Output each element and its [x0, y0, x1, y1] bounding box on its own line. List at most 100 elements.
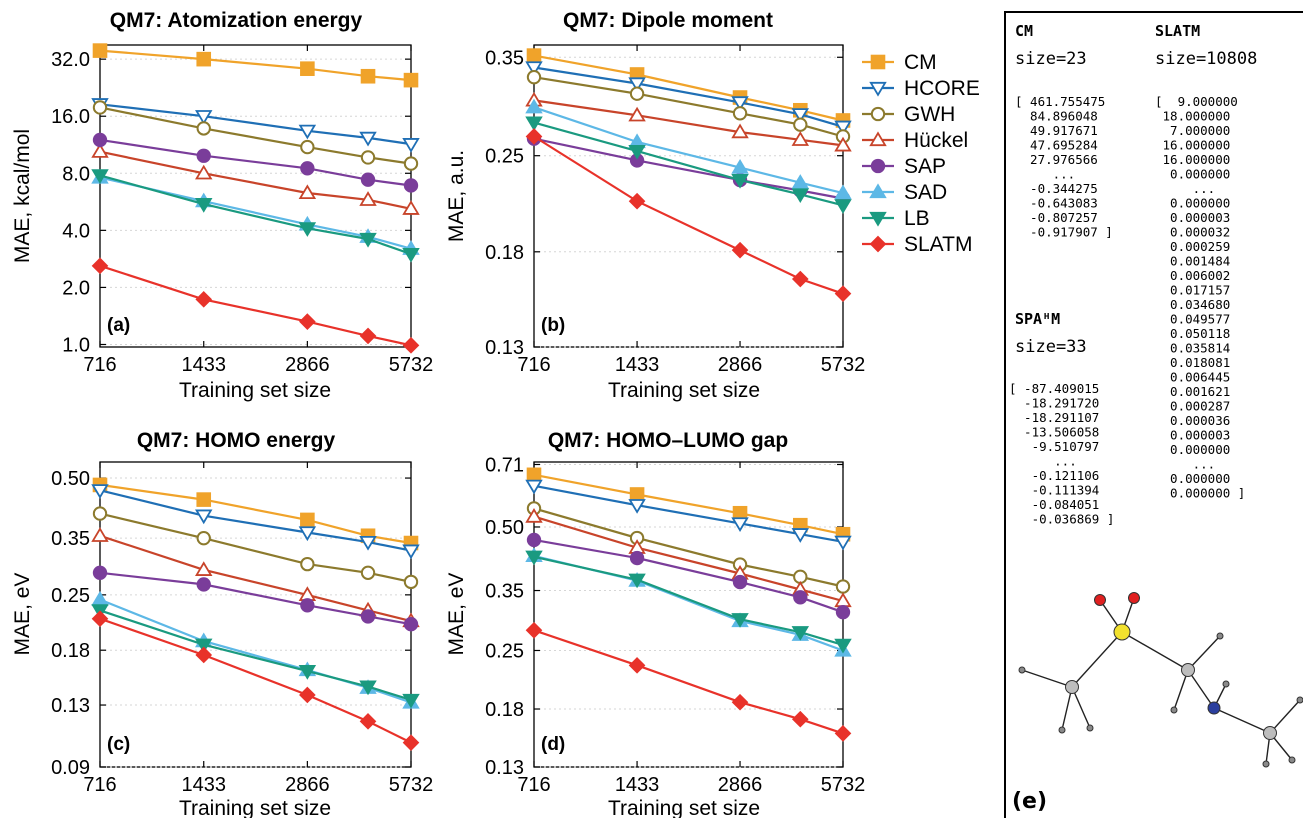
data-point-lb: [791, 188, 810, 204]
series-line-hcore: [533, 66, 844, 128]
data-point-gwh: [92, 100, 108, 115]
data-point-slatm: [628, 657, 646, 674]
panel-b-label: (b): [541, 315, 565, 336]
data-point-slatm: [834, 285, 852, 302]
vector-entry: 0.000003: [1155, 210, 1230, 225]
data-point-lb: [525, 116, 543, 132]
data-point-slatm: [628, 192, 646, 210]
ytick-label: 0.25: [485, 146, 524, 168]
spahm-header: SPAᴴM: [1015, 310, 1060, 328]
legend-item-sad: SAD: [862, 181, 947, 204]
data-point-sad: [525, 98, 543, 114]
data-point-lb: [402, 693, 420, 709]
legend-label: SAP: [904, 155, 946, 178]
panel-a-xlabel: Training set size: [179, 379, 331, 402]
ytick-label: 2.0: [62, 277, 90, 299]
xtick-label: 716: [83, 354, 116, 376]
data-point-h-ckel: [834, 136, 852, 152]
vector-entry: 0.000000: [1155, 196, 1230, 211]
ytick-label: 0.18: [485, 242, 524, 264]
vector-entry: -0.807257: [1015, 210, 1098, 225]
data-point-hcore: [834, 535, 852, 551]
vector-entry: 84.896048: [1015, 109, 1098, 124]
series-lb: [91, 169, 420, 263]
legend-marker: [870, 106, 886, 122]
vector-entry: 0.017157: [1155, 283, 1230, 298]
data-point-lb: [834, 199, 852, 214]
vector-entry: 0.000032: [1155, 225, 1230, 240]
ytick-label: 8.0: [62, 163, 90, 185]
data-point-cm: [196, 51, 212, 67]
ytick-label: 0.35: [51, 528, 90, 550]
series-gwh: [92, 100, 419, 171]
data-point-gwh: [360, 150, 376, 165]
hydrogen-atom: [1086, 724, 1094, 732]
legend-item-h-ckel: Hückel: [862, 129, 968, 152]
vector-entry: 0.000259: [1155, 239, 1230, 254]
data-point-hcore: [525, 479, 543, 495]
data-point-h-ckel: [628, 106, 646, 122]
data-point-cm: [92, 43, 108, 58]
xtick-label: 1433: [181, 354, 226, 376]
xtick-label: 5732: [821, 774, 866, 796]
data-point-gwh: [92, 506, 108, 521]
data-point-hcore: [628, 499, 646, 514]
legend-item-cm: CM: [862, 51, 937, 74]
series-hcore: [91, 98, 420, 153]
data-point-slatm: [402, 734, 420, 751]
molecule-atoms: [1018, 592, 1303, 768]
legend-marker: [869, 131, 887, 147]
panel-d-ylabel: MAE, eV: [445, 573, 468, 656]
vector-entry: 27.976566: [1015, 152, 1098, 167]
xtick-label: 716: [517, 774, 550, 796]
data-point-cm: [300, 61, 315, 76]
panel-d-xticks: 716 1433 2866 5732: [517, 462, 865, 796]
vector-entry: 0.000000 ]: [1155, 486, 1245, 501]
data-point-sap: [92, 565, 108, 580]
data-point-hcore: [298, 124, 317, 140]
panel-c-xticks: 716 1433 2866 5732: [83, 462, 433, 796]
ytick-label: 4.0: [62, 220, 90, 242]
data-point-lb: [525, 550, 543, 566]
data-point-sad: [834, 184, 852, 200]
oxygen-atom: [1094, 594, 1106, 606]
vector-entry: -0.121106: [1009, 468, 1099, 483]
cm-size: size=23: [1015, 49, 1087, 69]
ytick-label: 0.71: [485, 454, 524, 476]
panel-d-label: (d): [541, 734, 565, 755]
legend-label: LB: [904, 207, 930, 230]
data-point-lb: [195, 198, 213, 213]
data-point-cm: [629, 487, 645, 502]
data-point-sap: [196, 577, 211, 592]
series-sap: [92, 565, 419, 632]
panel-a-title: QM7: Atomization energy: [110, 9, 363, 32]
panel-d-homo-lumo-gap: QM7: HOMO–LUMO gap 0.130.180.250.350.500…: [445, 429, 865, 818]
ytick-label: 0.09: [51, 757, 90, 779]
panel-d-grid: [534, 463, 843, 768]
data-point-gwh: [360, 565, 376, 580]
data-point-lb: [628, 144, 646, 160]
panel-b-yticks: 0.13 0.18 0.25 0.35: [485, 47, 843, 359]
data-point-cm: [526, 467, 542, 483]
series-slatm: [91, 610, 420, 751]
series-hcore: [91, 484, 420, 560]
data-point-gwh: [403, 574, 419, 590]
vector-entry: 0.000287: [1155, 399, 1230, 414]
data-point-sad: [731, 159, 749, 174]
data-point-hcore: [298, 526, 317, 542]
data-point-hcore: [195, 509, 213, 525]
data-point-gwh: [629, 86, 645, 101]
hydrogen-atom: [1296, 696, 1303, 704]
data-point-h-ckel: [91, 143, 109, 158]
series-sad: [525, 98, 852, 200]
data-point-hcore: [834, 120, 852, 136]
data-point-cm: [360, 68, 376, 84]
hydrogen-atom: [1222, 680, 1230, 688]
data-point-cm: [196, 492, 212, 507]
data-point-cm: [300, 512, 315, 528]
molecule-structure: [1021, 597, 1301, 765]
panel-c-xlabel: Training set size: [179, 797, 331, 818]
xtick-label: 2866: [718, 774, 763, 796]
vector-entry: -18.291107: [1009, 410, 1099, 425]
